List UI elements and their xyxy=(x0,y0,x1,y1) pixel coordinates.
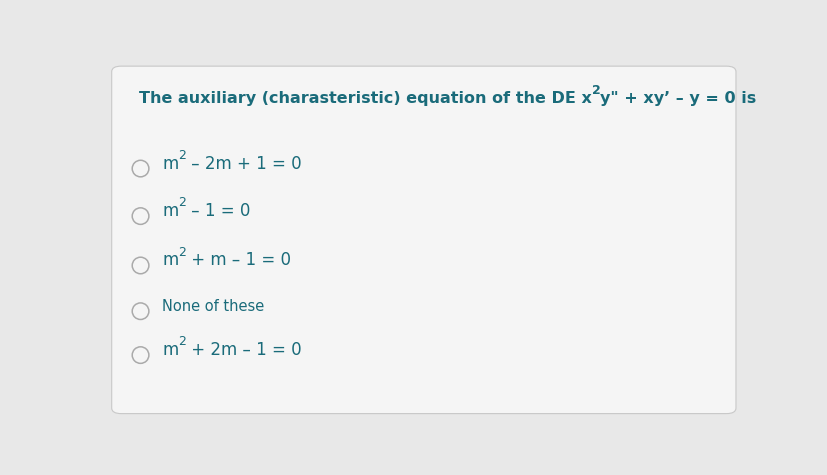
FancyBboxPatch shape xyxy=(112,66,736,414)
Text: 2: 2 xyxy=(179,246,186,258)
Text: + m – 1 = 0: + m – 1 = 0 xyxy=(186,251,291,269)
Text: The auxiliary (charasteristic) equation of the DE x: The auxiliary (charasteristic) equation … xyxy=(139,91,591,106)
Text: – 2m + 1 = 0: – 2m + 1 = 0 xyxy=(186,154,302,172)
Text: 2: 2 xyxy=(179,149,186,162)
Text: m: m xyxy=(162,341,179,359)
Text: m: m xyxy=(162,251,179,269)
Text: + 2m – 1 = 0: + 2m – 1 = 0 xyxy=(186,341,302,359)
Text: None of these: None of these xyxy=(162,299,265,314)
Text: m: m xyxy=(162,154,179,172)
Text: – 1 = 0: – 1 = 0 xyxy=(186,202,251,220)
Text: m: m xyxy=(162,202,179,220)
Text: 2: 2 xyxy=(179,196,186,209)
Text: y" + xy’ – y = 0 is: y" + xy’ – y = 0 is xyxy=(600,91,757,106)
Text: 2: 2 xyxy=(591,84,600,96)
Text: 2: 2 xyxy=(179,335,186,348)
